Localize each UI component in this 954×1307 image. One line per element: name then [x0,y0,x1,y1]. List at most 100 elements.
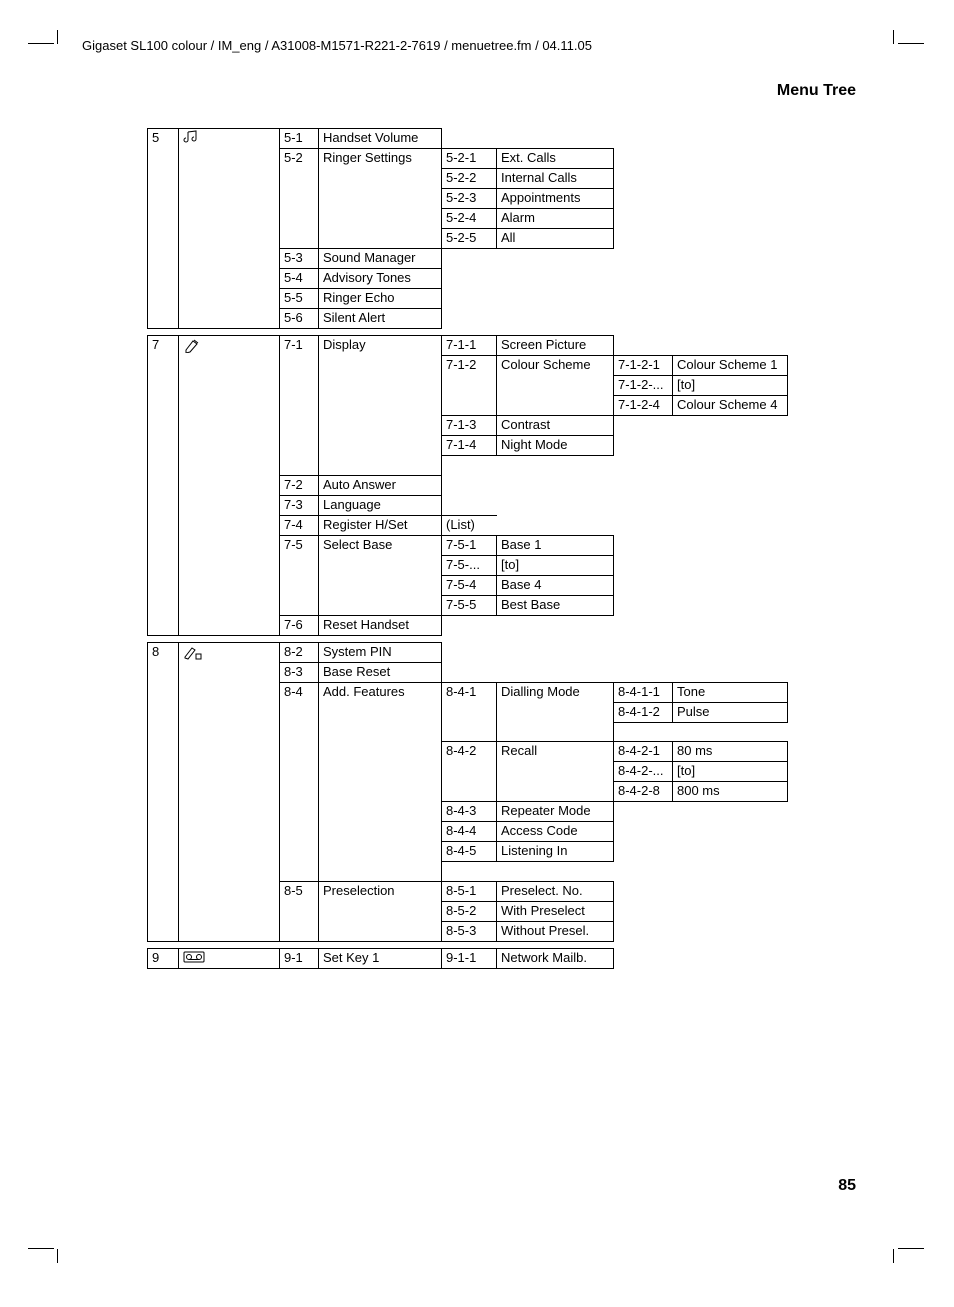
cell: 5-2-2 [442,169,497,189]
cell: Dialling Mode [497,682,614,702]
page-number: 85 [838,1177,856,1195]
cell: Add. Features [319,682,442,702]
cell: 9-1 [280,948,319,968]
cell: Ringer Settings [319,149,442,169]
cell: 7-5 [280,535,319,555]
cell: 7-5-1 [442,535,497,555]
crop-mark [898,43,924,44]
cell: Without Presel. [497,921,614,941]
cell: Language [319,495,442,515]
cell: 9 [148,948,179,968]
cell: Ringer Echo [319,289,442,309]
cell: 7-1-3 [442,416,497,436]
cell: Base Reset [319,662,442,682]
cell: 7-1-2 [442,356,497,376]
cell: Colour Scheme [497,356,614,376]
cell: 5-2 [280,149,319,169]
cell: Display [319,336,442,356]
cell: 8-5-3 [442,921,497,941]
cell: System PIN [319,642,442,662]
crop-mark [893,30,894,44]
cell: Recall [497,742,614,762]
wrench-base-icon [179,642,280,662]
cell: Repeater Mode [497,802,614,822]
crop-mark [57,30,58,44]
cell: 5-2-3 [442,189,497,209]
cell: Preselection [319,881,442,901]
cell: Ext. Calls [497,149,614,169]
cell: Best Base [497,595,614,615]
cell: Internal Calls [497,169,614,189]
cell: 8-3 [280,662,319,682]
voicemail-icon [179,948,280,968]
cell: 7-1-2-... [614,376,673,396]
cell: 8-4-2 [442,742,497,762]
cell: Base 4 [497,575,614,595]
cell: Colour Scheme 4 [673,396,788,416]
cell: Silent Alert [319,309,442,329]
cell: 7-4 [280,515,319,535]
crop-mark [28,1248,54,1249]
cell: 7-1-4 [442,436,497,456]
cell: 8-4-1 [442,682,497,702]
cell: 8 [148,642,179,662]
settings-icon [179,336,280,356]
cell: 8-2 [280,642,319,662]
cell: 5 [148,129,179,149]
cell: 7-6 [280,615,319,635]
cell: 8-4-2-... [614,762,673,782]
cell: Access Code [497,822,614,842]
cell: 7-3 [280,495,319,515]
cell: 8-5-2 [442,901,497,921]
cell: 800 ms [673,782,788,802]
menu-tree-table: 5 5-1 Handset Volume 5-2 Ringer Settings… [147,128,837,969]
cell: Screen Picture [497,336,614,356]
cell: 8-4-4 [442,822,497,842]
cell: All [497,229,614,249]
cell: 8-4 [280,682,319,702]
cell: Pulse [673,702,788,722]
cell: 8-4-2-8 [614,782,673,802]
cell: 7-1 [280,336,319,356]
cell: Network Mailb. [497,948,614,968]
cell: Listening In [497,842,614,862]
cell: 5-2-1 [442,149,497,169]
cell: [to] [673,762,788,782]
cell: With Preselect [497,901,614,921]
document-header: Gigaset SL100 colour / IM_eng / A31008-M… [82,38,592,53]
cell: 8-5-1 [442,881,497,901]
cell: Register H/Set [319,515,442,535]
cell: Select Base [319,535,442,555]
cell: 80 ms [673,742,788,762]
cell: 5-5 [280,289,319,309]
crop-mark [893,1249,894,1263]
cell: 8-4-2-1 [614,742,673,762]
cell: 7-5-4 [442,575,497,595]
cell: 5-3 [280,249,319,269]
cell: [to] [497,555,614,575]
page-title: Menu Tree [777,82,856,100]
cell: Contrast [497,416,614,436]
cell: 8-4-1-1 [614,682,673,702]
crop-mark [898,1248,924,1249]
cell: 5-4 [280,269,319,289]
cell: 7-1-1 [442,336,497,356]
cell: 8-5 [280,881,319,901]
cell: Set Key 1 [319,948,442,968]
cell: Handset Volume [319,129,442,149]
cell: 7-1-2-1 [614,356,673,376]
music-icon [179,129,280,149]
cell: Advisory Tones [319,269,442,289]
cell: Tone [673,682,788,702]
cell: 8-4-3 [442,802,497,822]
cell: 8-4-1-2 [614,702,673,722]
cell: Alarm [497,209,614,229]
cell: Appointments [497,189,614,209]
cell: 8-4-5 [442,842,497,862]
cell: 9-1-1 [442,948,497,968]
cell: 7-5-... [442,555,497,575]
cell: 5-2-5 [442,229,497,249]
cell: [to] [673,376,788,396]
cell: Base 1 [497,535,614,555]
cell: Reset Handset [319,615,442,635]
